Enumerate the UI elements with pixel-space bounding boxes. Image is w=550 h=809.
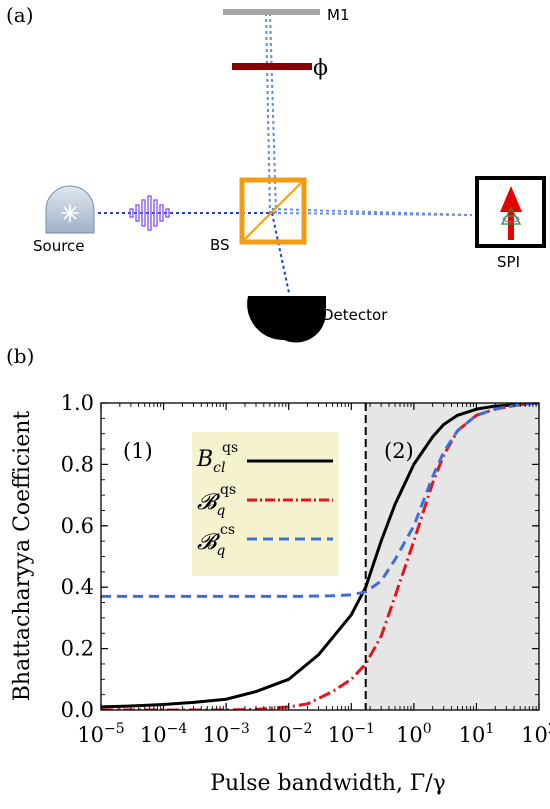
- y-tick-label: 0.2: [61, 637, 94, 661]
- x-axis-label: Pulse bandwidth, Γ/γ: [210, 771, 446, 796]
- beam-paths: [98, 12, 473, 294]
- mirror-m1: [223, 9, 320, 15]
- legend-3-sub: q: [216, 543, 225, 559]
- legend-1-base: B: [196, 447, 213, 472]
- detector-label: Detector: [322, 306, 388, 324]
- beam-bs-to-detector: [271, 212, 290, 294]
- y-axis-label: Bhattacharyya Coefficient: [10, 411, 35, 702]
- legend-2-sub: q: [216, 503, 225, 519]
- series-line-1: [101, 403, 539, 709]
- series-line-3: [101, 403, 539, 598]
- source-label: Source: [33, 237, 85, 255]
- x-tick-label: 102: [521, 721, 550, 747]
- legend-item-b-q-cs: 𝓑q cs: [197, 522, 333, 559]
- x-tick-label: 100: [396, 721, 432, 747]
- shaded-region-2: [365, 403, 539, 710]
- wave-packet-icon: [129, 195, 170, 231]
- spi-label: SPI: [497, 253, 520, 271]
- legend-1-sup: qs: [222, 440, 238, 456]
- legend: Bcl qs 𝓑q qs 𝓑q cs: [192, 432, 339, 576]
- bs-label: BS: [210, 236, 230, 254]
- phase-label: ϕ: [313, 56, 328, 81]
- source-burst-icon: [61, 204, 79, 222]
- panel-b: (b) 10−5 10−4 10−3 10−2 10−1 100 101 102 0.0 0.2 0…: [6, 344, 550, 796]
- legend-box: [192, 432, 339, 576]
- svg-text:Bcl: Bcl: [196, 447, 226, 476]
- mirror-m1-label: M1: [327, 6, 350, 24]
- legend-item-b-cl-qs: Bcl qs: [196, 440, 333, 476]
- y-tick-label: 0.6: [61, 514, 94, 538]
- y-tick-label: 1.0: [61, 391, 94, 415]
- y-tick-label: 0.0: [61, 698, 94, 722]
- spi-box: [475, 176, 546, 248]
- panel-a-label: (a): [6, 3, 34, 27]
- legend-2-sup: qs: [220, 482, 236, 498]
- region-1-label: (1): [123, 439, 153, 463]
- detector-icon: [247, 296, 327, 343]
- y-tick-label: 0.8: [61, 452, 94, 476]
- x-tick-label: 10−1: [328, 721, 375, 747]
- x-tick-label: 10−3: [202, 721, 249, 747]
- panel-a: (a) M1 ϕ Source: [6, 3, 546, 343]
- panel-b-label: (b): [6, 344, 34, 368]
- beam-bs-to-mirror-1: [265, 12, 271, 214]
- tick-layer: 10−5 10−4 10−3 10−2 10−1 100 101 102 0.0 0.2 0.4 0.…: [61, 391, 550, 747]
- legend-1-sub: cl: [213, 460, 225, 476]
- x-tick-label: 101: [459, 721, 495, 747]
- y-tick-label: 0.4: [61, 575, 94, 599]
- x-tick-label: 10−4: [140, 721, 187, 747]
- x-tick-label: 10−5: [77, 721, 124, 747]
- shaded-region-layer: [365, 403, 539, 710]
- x-tick-label: 10−2: [265, 721, 312, 747]
- legend-3-sup: cs: [220, 522, 235, 538]
- beam-bs-to-mirror-2: [269, 12, 277, 214]
- phase-plate: [232, 63, 312, 70]
- beam-splitter: [239, 177, 307, 245]
- region-2-label: (2): [384, 439, 414, 463]
- source-lamp: [45, 185, 95, 234]
